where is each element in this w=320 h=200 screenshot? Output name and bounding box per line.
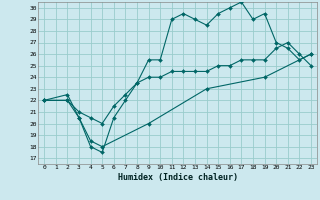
X-axis label: Humidex (Indice chaleur): Humidex (Indice chaleur) <box>118 173 238 182</box>
